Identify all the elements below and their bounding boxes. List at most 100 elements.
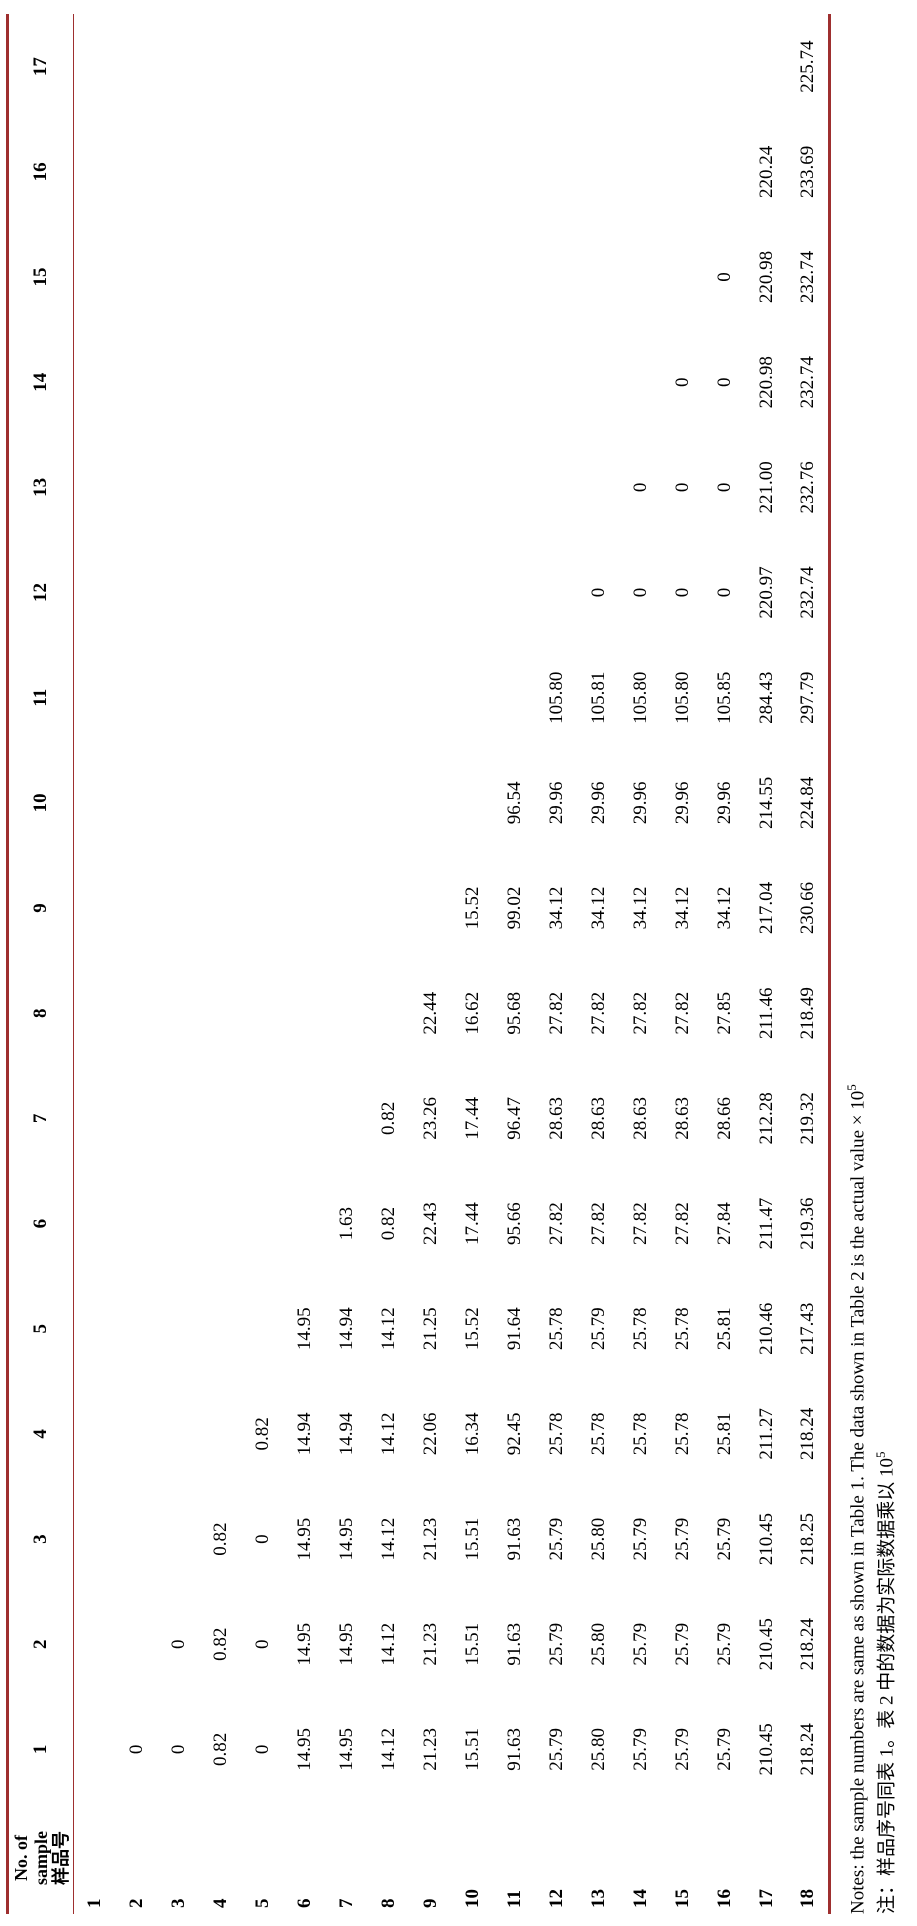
table-row-sample-12: 12 25.79 25.79 25.79 25.78 25.78 27.82 28.63 27.… — [536, 14, 578, 1914]
row-header-sample-3: 3 — [167, 1898, 189, 1909]
row-header-sample-18: 18 — [796, 1889, 818, 1908]
matrix-cell-r11-c13 — [494, 435, 536, 540]
matrix-cell-r17-c3: 210.45 — [755, 1512, 777, 1566]
matrix-cell-r7-c5: 14.94 — [335, 1307, 357, 1351]
matrix-cell-r11-c3: 91.63 — [503, 1517, 525, 1561]
matrix-cell-r1-c4 — [74, 1381, 116, 1486]
matrix-cell-r17-c4: 211.27 — [755, 1408, 777, 1460]
row-header-sample-15: 15 — [671, 1889, 693, 1908]
matrix-cell-r5-c4: 0.82 — [251, 1417, 273, 1451]
matrix-cell-r11-c9: 99.02 — [503, 886, 525, 930]
matrix-cell-r14-c17 — [620, 14, 662, 119]
matrix-cell-r16-c17 — [704, 14, 746, 119]
row-header-sample-10: 10 — [461, 1889, 483, 1908]
table-row-sample-5: 5 0 0 0 0.82 — [242, 14, 284, 1914]
matrix-cell-r14-c4: 25.78 — [629, 1412, 651, 1456]
matrix-cell-r11-c7: 96.47 — [503, 1097, 525, 1140]
matrix-cell-r9-c17 — [410, 14, 452, 119]
matrix-cell-r9-c4: 22.06 — [419, 1412, 441, 1456]
matrix-cell-r5-c13 — [242, 435, 284, 540]
matrix-cell-r13-c4: 25.78 — [587, 1412, 609, 1456]
matrix-cell-r8-c5: 14.12 — [377, 1307, 399, 1351]
matrix-cell-r2-c14 — [116, 330, 158, 435]
matrix-cell-r5-c11 — [242, 645, 284, 750]
matrix-cell-r8-c16 — [368, 119, 410, 224]
table-row-sample-11: 11 91.63 91.63 91.63 92.45 91.64 95.66 96.47 95.… — [494, 14, 536, 1914]
matrix-cell-r6-c7 — [284, 1066, 326, 1171]
row-header-sample-4: 4 — [209, 1898, 231, 1909]
matrix-cell-r5-c2: 0 — [251, 1639, 273, 1650]
matrix-cell-r17-c1: 210.45 — [755, 1723, 777, 1776]
matrix-cell-r4-c11 — [200, 645, 242, 750]
matrix-cell-r14-c2: 25.79 — [629, 1622, 651, 1666]
column-header-3: 3 — [30, 1534, 51, 1544]
matrix-cell-r13-c14 — [578, 330, 620, 435]
matrix-cell-r11-c11 — [494, 645, 536, 750]
matrix-cell-r10-c16 — [452, 119, 494, 224]
matrix-cell-r6-c1: 14.95 — [293, 1728, 315, 1771]
row-header-sample-9: 9 — [419, 1898, 441, 1909]
matrix-cell-r18-c3: 218.25 — [796, 1512, 818, 1566]
distance-matrix-table: No. of sample 样品号 1 2 3 4 5 6 7 8 9 10 11 12 13 14 15 1… — [6, 14, 831, 1914]
matrix-cell-r10-c15 — [452, 224, 494, 329]
matrix-cell-r12-c14 — [536, 330, 578, 435]
matrix-cell-r7-c2: 14.95 — [335, 1622, 357, 1666]
matrix-cell-r1-c3 — [74, 1486, 116, 1591]
row-header-sample-1: 1 — [83, 1898, 105, 1909]
matrix-cell-r3-c3 — [158, 1486, 200, 1591]
row-header-sample-7: 7 — [335, 1898, 357, 1909]
matrix-cell-r3-c11 — [158, 645, 200, 750]
matrix-cell-r8-c17 — [368, 14, 410, 119]
matrix-cell-r2-c8 — [116, 961, 158, 1066]
matrix-cell-r17-c9: 217.04 — [755, 881, 777, 935]
matrix-cell-r12-c1: 25.79 — [545, 1728, 567, 1771]
matrix-cell-r12-c7: 28.63 — [545, 1097, 567, 1140]
matrix-cell-r1-c12 — [74, 540, 116, 645]
matrix-cell-r4-c7 — [200, 1066, 242, 1171]
notes-chinese: 注：样品序号同表 1。表 2 中的数据为实际数据乘以 105 — [872, 0, 901, 1914]
matrix-cell-r17-c11: 284.43 — [755, 671, 777, 724]
matrix-cell-r15-c7: 28.63 — [671, 1097, 693, 1140]
matrix-cell-r18-c1: 218.24 — [796, 1723, 818, 1776]
matrix-cell-r16-c15: 0 — [713, 272, 735, 282]
matrix-cell-r11-c10: 96.54 — [503, 781, 525, 825]
matrix-cell-r3-c9 — [158, 855, 200, 960]
matrix-cell-r7-c4: 14.94 — [335, 1412, 357, 1456]
matrix-cell-r6-c8 — [284, 961, 326, 1066]
header-cn: 样品号 — [51, 1831, 72, 1885]
matrix-cell-r4-c14 — [200, 330, 242, 435]
matrix-cell-r4-c6 — [200, 1171, 242, 1276]
table-row-sample-4: 4 0.82 0.82 0.82 — [200, 14, 242, 1914]
matrix-cell-r13-c1: 25.80 — [587, 1728, 609, 1771]
matrix-cell-r5-c17 — [242, 14, 284, 119]
matrix-cell-r12-c3: 25.79 — [545, 1517, 567, 1561]
row-header-sample-14: 14 — [629, 1889, 651, 1908]
notes-english: Notes: the sample numbers are same as sh… — [843, 0, 872, 1914]
row-header-sample-17: 17 — [755, 1889, 777, 1908]
column-header-15: 15 — [30, 267, 51, 287]
matrix-cell-r13-c17 — [578, 14, 620, 119]
matrix-cell-r9-c13 — [410, 435, 452, 540]
matrix-cell-r9-c9 — [410, 855, 452, 960]
matrix-cell-r6-c17 — [284, 14, 326, 119]
matrix-cell-r12-c10: 29.96 — [545, 781, 567, 825]
matrix-cell-r5-c1: 0 — [251, 1744, 273, 1755]
column-header-9: 9 — [30, 903, 51, 913]
matrix-cell-r11-c17 — [494, 14, 536, 119]
matrix-cell-r15-c15 — [662, 224, 704, 329]
matrix-cell-r10-c8: 16.62 — [461, 991, 483, 1035]
matrix-cell-r16-c11: 105.85 — [713, 671, 735, 724]
matrix-cell-r17-c6: 211.47 — [755, 1197, 777, 1250]
matrix-cell-r18-c6: 219.36 — [796, 1197, 818, 1250]
matrix-cell-r6-c9 — [284, 855, 326, 960]
matrix-cell-r13-c9: 34.12 — [587, 886, 609, 930]
matrix-cell-r14-c15 — [620, 224, 662, 329]
matrix-cell-r10-c4: 16.34 — [461, 1412, 483, 1456]
row-header-sample-6: 6 — [293, 1898, 315, 1909]
matrix-cell-r14-c14 — [620, 330, 662, 435]
matrix-cell-r14-c11: 105.80 — [629, 671, 651, 724]
table-row-sample-14: 14 25.79 25.79 25.79 25.78 25.78 27.82 28.63 27.… — [620, 14, 662, 1914]
matrix-cell-r5-c9 — [242, 855, 284, 960]
matrix-cell-r18-c12: 232.74 — [796, 566, 818, 619]
matrix-cell-r9-c7: 23.26 — [419, 1097, 441, 1140]
